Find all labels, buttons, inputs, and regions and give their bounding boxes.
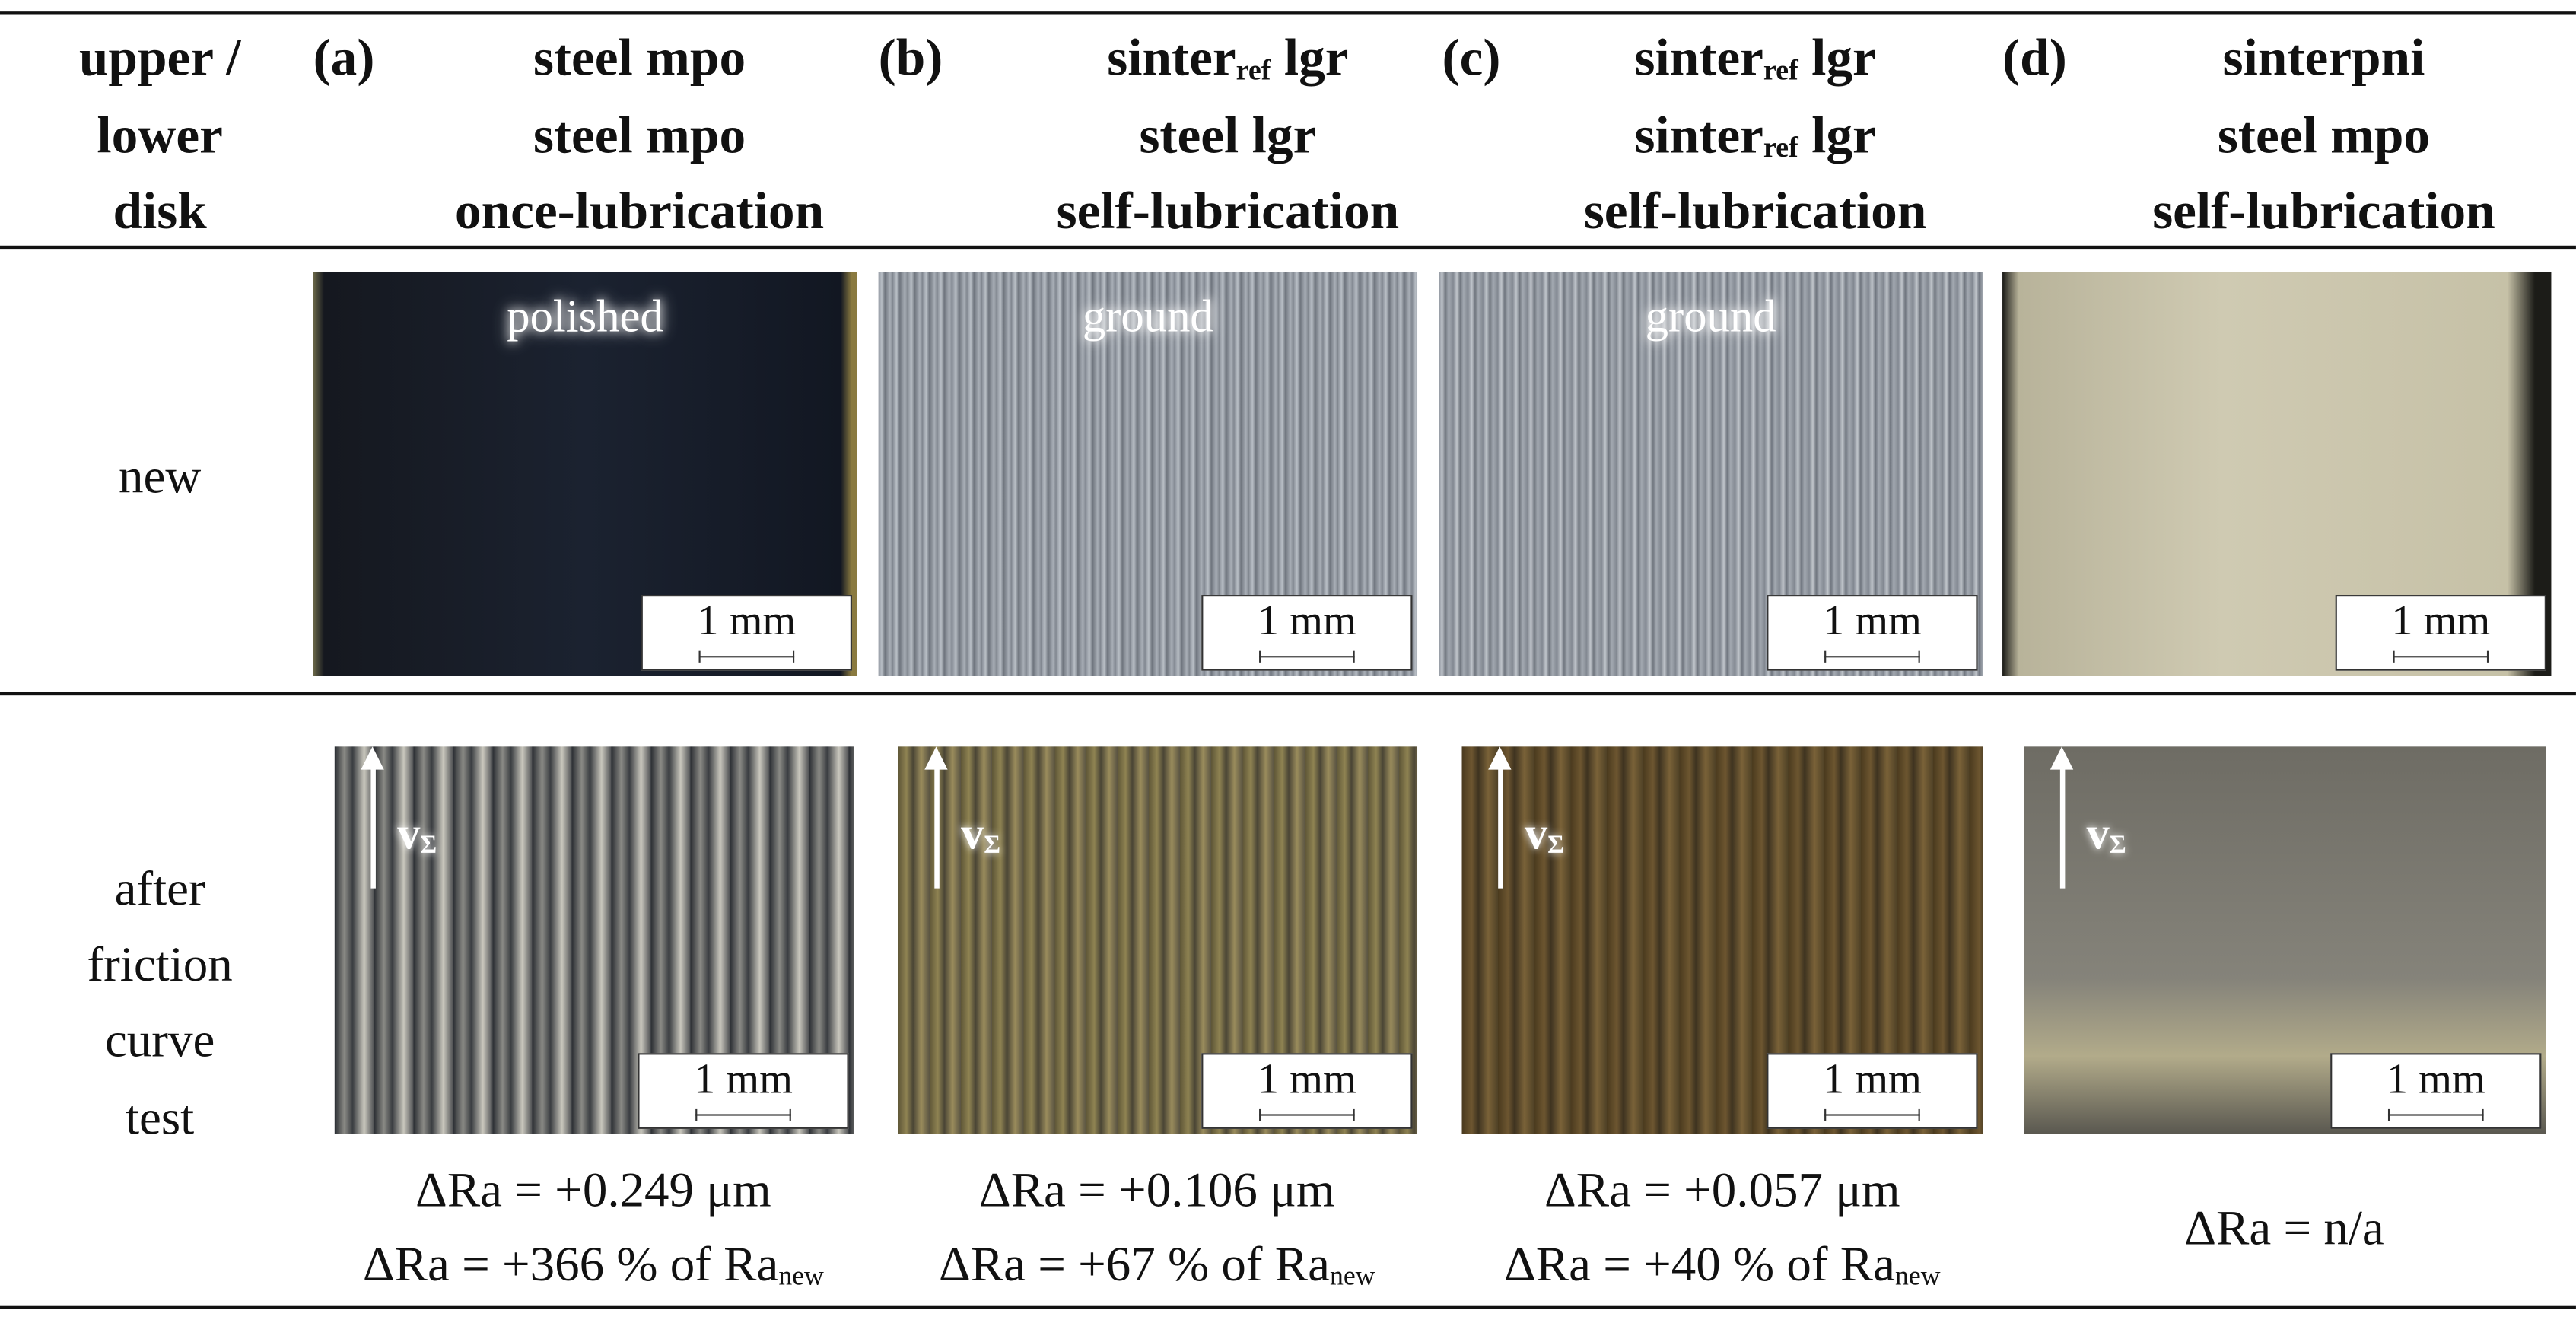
scale-bar: 1 mm: [2335, 595, 2546, 671]
text-main: v: [960, 809, 984, 860]
text-main: ΔRa = +366 % of Ra: [362, 1237, 779, 1293]
velocity-arrow: [361, 746, 384, 889]
subscript: Σ: [1547, 831, 1564, 860]
text-main: v: [2086, 809, 2110, 860]
row-label: friction: [87, 937, 233, 993]
row-header-label: upper /: [78, 27, 241, 87]
column-header-line: sinterpni: [2222, 27, 2425, 87]
column-header-line: steel mpo: [533, 27, 746, 87]
subscript: ref: [1763, 130, 1798, 164]
text-main: ΔRa = +40 % of Ra: [1504, 1237, 1895, 1293]
row-header-label: disk: [113, 180, 207, 240]
subscript: new: [778, 1260, 824, 1292]
text-main: sinter: [1634, 27, 1763, 87]
roughness-result: ΔRa = +40 % of Ranew: [1504, 1238, 1941, 1294]
text-tail: lgr: [1798, 104, 1876, 164]
scale-bar-line: [2387, 1108, 2484, 1121]
row-rule: [0, 692, 2576, 695]
subscript: new: [1894, 1260, 1941, 1292]
column-header-line: steel mpo: [2217, 104, 2431, 164]
scale-bar-line: [695, 1108, 791, 1121]
subscript: ref: [1236, 52, 1271, 86]
column-header-line: sinterref lgr: [1634, 27, 1875, 88]
micrograph: vΣ 1 mm: [1461, 746, 1983, 1134]
text-tail: lgr: [1798, 27, 1876, 87]
micrograph: ground 1 mm: [1439, 272, 1983, 676]
micrograph: polished 1 mm: [313, 272, 857, 676]
column-header-line: sinterref lgr: [1634, 105, 1875, 166]
row-label: test: [125, 1091, 195, 1146]
velocity-label: vΣ: [2087, 809, 2126, 862]
image-caption: polished: [507, 291, 663, 343]
scale-bar: 1 mm: [2330, 1053, 2542, 1129]
scale-bar-line: [2393, 650, 2489, 663]
column-header-line: self-lubrication: [2152, 180, 2495, 240]
micrograph: vΣ 1 mm: [898, 746, 1418, 1134]
roughness-result: ΔRa = +366 % of Ranew: [363, 1238, 824, 1294]
bottom-rule: [0, 1305, 2576, 1309]
text-main: ΔRa = +67 % of Ra: [938, 1237, 1330, 1293]
column-header-line: self-lubrication: [1583, 180, 1927, 240]
scale-bar: 1 mm: [1767, 1053, 1978, 1129]
roughness-result: ΔRa = n/a: [2184, 1201, 2384, 1256]
column-letter: (c): [1442, 27, 1501, 87]
velocity-label: vΣ: [961, 809, 1000, 862]
roughness-result: ΔRa = +0.106 μm: [978, 1163, 1335, 1218]
text-main: v: [1524, 809, 1548, 860]
scale-bar-line: [698, 650, 795, 663]
scale-bar: 1 mm: [1767, 595, 1978, 671]
image-caption: ground: [1645, 291, 1776, 343]
micrograph: vΣ 1 mm: [334, 746, 854, 1134]
scale-bar-line: [1824, 1108, 1920, 1121]
column-letter: (d): [2002, 27, 2067, 87]
column-header-line: steel mpo: [533, 104, 746, 164]
scale-bar-line: [1259, 650, 1355, 663]
velocity-arrow: [924, 746, 948, 889]
column-header-line: once-lubrication: [454, 180, 825, 240]
top-rule: [0, 11, 2576, 15]
scale-bar: 1 mm: [641, 595, 852, 671]
subscript: Σ: [2109, 831, 2126, 860]
subscript: Σ: [420, 831, 437, 860]
micrograph: 1 mm: [2002, 272, 2552, 676]
micrograph: vΣ 1 mm: [2024, 746, 2546, 1134]
scale-bar: 1 mm: [1201, 595, 1413, 671]
scale-bar: 1 mm: [638, 1053, 849, 1129]
subscript: new: [1329, 1260, 1375, 1292]
row-header-label: lower: [97, 104, 223, 164]
row-label: new: [118, 450, 202, 504]
row-label: curve: [104, 1013, 215, 1068]
text-main: v: [397, 809, 421, 860]
roughness-result: ΔRa = +0.057 μm: [1544, 1163, 1900, 1218]
roughness-result: ΔRa = +0.249 μm: [415, 1163, 771, 1218]
velocity-label: vΣ: [1525, 809, 1564, 862]
text-main: sinter: [1634, 104, 1763, 164]
subscript: ref: [1763, 52, 1798, 86]
scale-bar-line: [1259, 1108, 1355, 1121]
roughness-result: ΔRa = +67 % of Ranew: [939, 1238, 1375, 1294]
micrograph: ground 1 mm: [878, 272, 1418, 676]
column-header-line: self-lubrication: [1056, 180, 1400, 240]
text-tail: lgr: [1271, 27, 1349, 87]
subscript: Σ: [984, 831, 1001, 860]
velocity-arrow: [2050, 746, 2074, 889]
scale-bar-line: [1824, 650, 1920, 663]
velocity-arrow: [1488, 746, 1512, 889]
header-rule: [0, 245, 2576, 250]
text-main: sinter: [1107, 27, 1236, 87]
image-caption: ground: [1082, 291, 1213, 343]
column-header-line: sinterref lgr: [1107, 27, 1348, 88]
velocity-label: vΣ: [397, 809, 437, 862]
row-label: after: [114, 861, 205, 917]
column-letter: (b): [878, 27, 943, 87]
column-header-line: steel lgr: [1139, 104, 1317, 164]
scale-bar: 1 mm: [1201, 1053, 1413, 1129]
column-letter: (a): [313, 27, 375, 87]
